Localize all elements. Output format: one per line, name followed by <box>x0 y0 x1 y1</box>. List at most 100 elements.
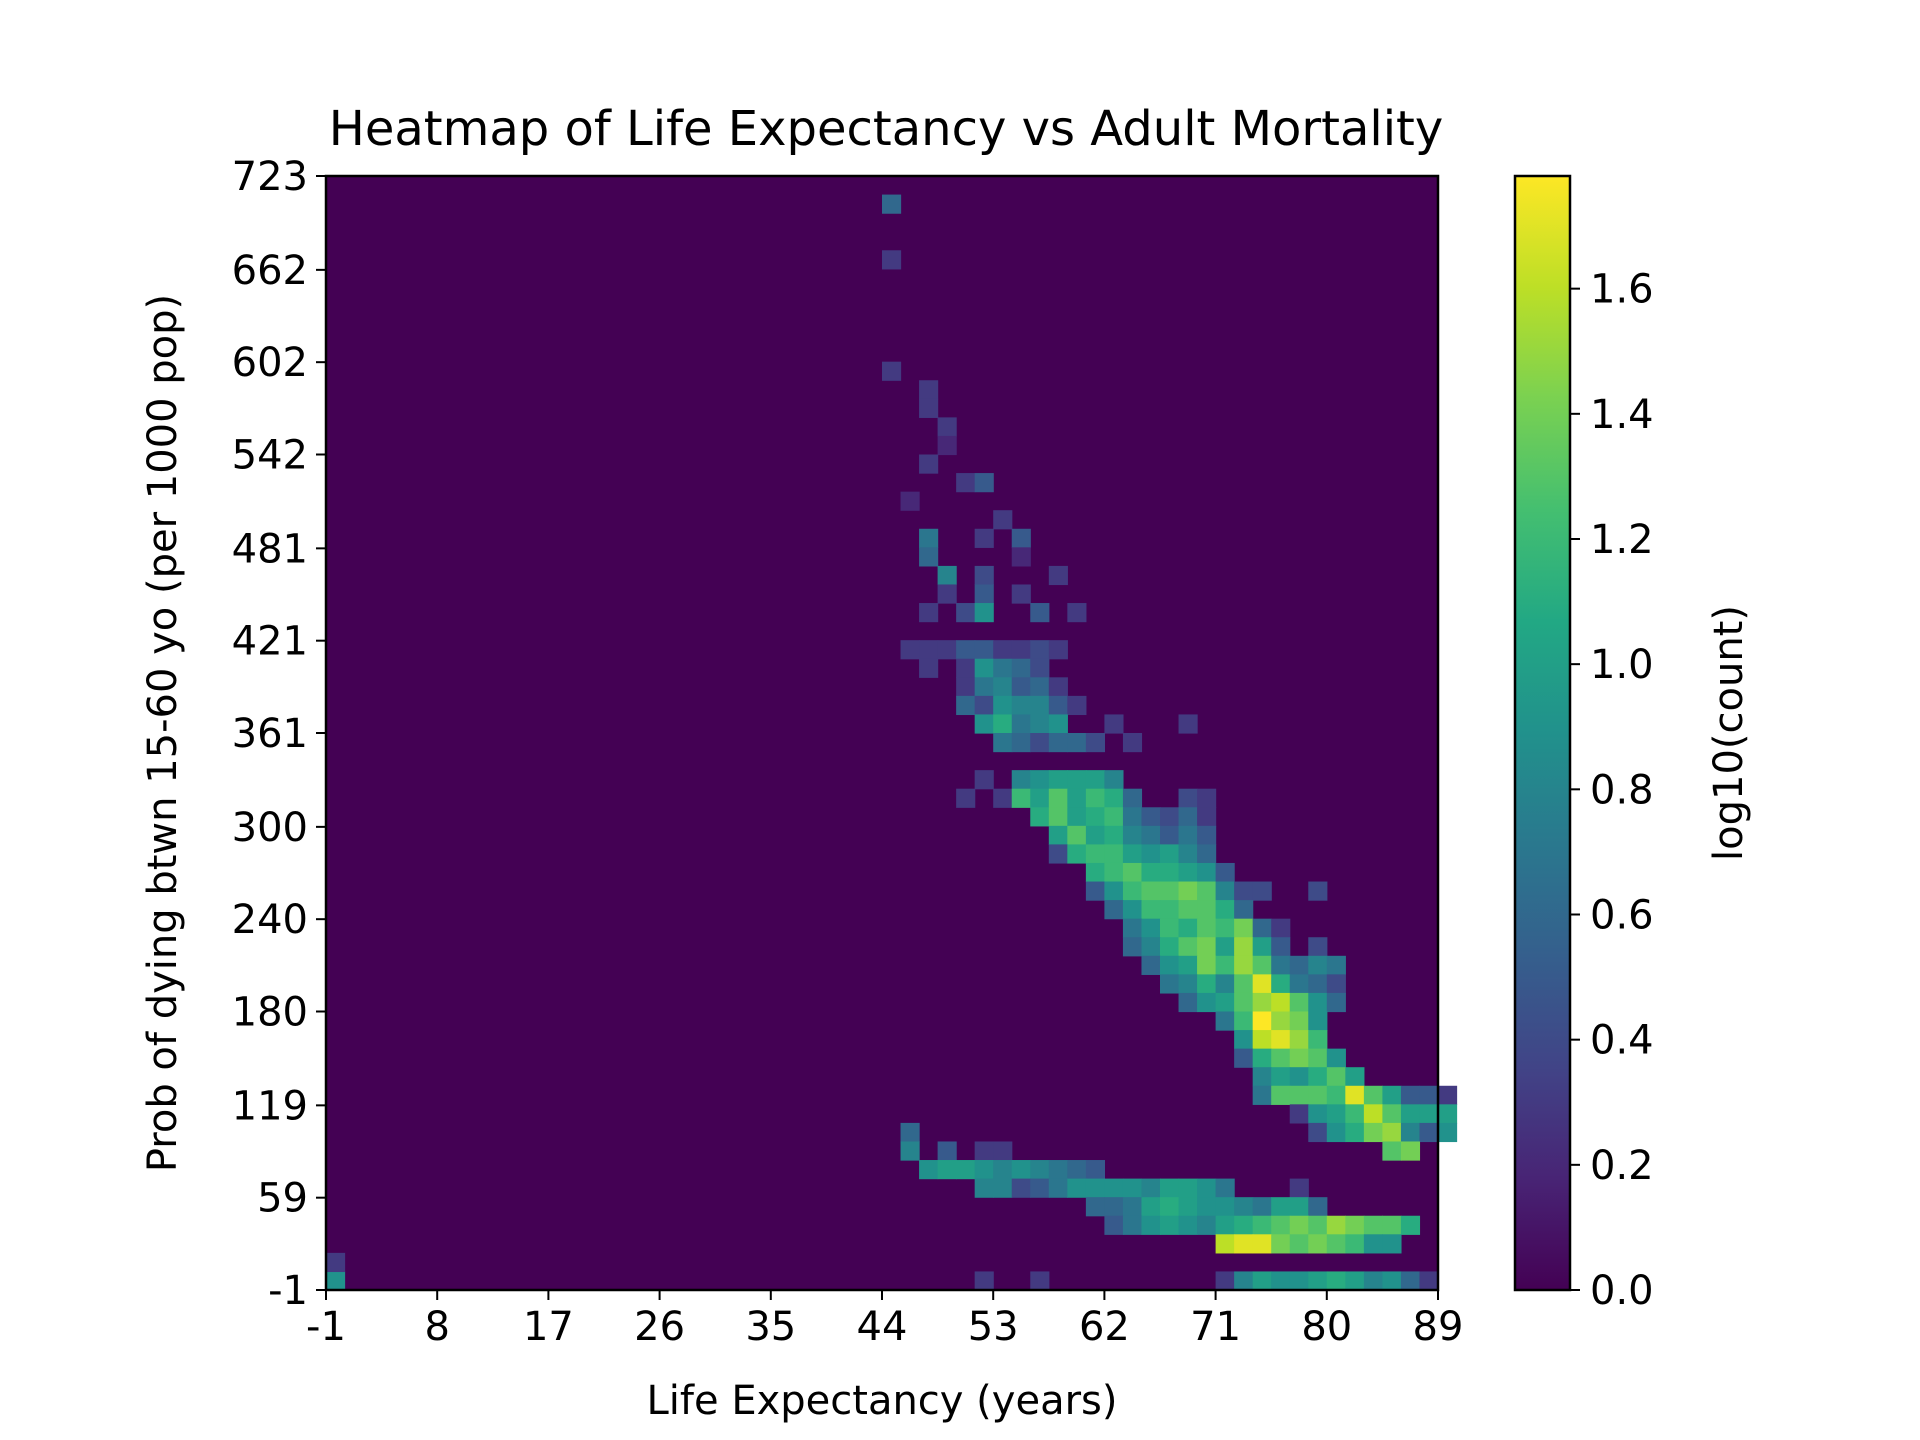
heatmap-cell <box>1122 881 1143 901</box>
colorbar-tick-label: 1.2 <box>1590 517 1654 563</box>
heatmap-cell <box>1252 992 1272 1013</box>
heatmap-cell <box>1215 900 1235 920</box>
y-tick-label: 240 <box>232 897 308 943</box>
heatmap-cell <box>1085 1197 1105 1217</box>
heatmap-cell <box>1030 1271 1050 1291</box>
heatmap-cell <box>1308 955 1328 975</box>
heatmap-cell <box>1141 844 1161 864</box>
heatmap-cell <box>1104 1215 1124 1235</box>
y-tick-label: 59 <box>257 1176 308 1222</box>
heatmap-cell <box>937 435 957 456</box>
heatmap-cell <box>1345 1122 1365 1143</box>
heatmap-cell <box>974 528 994 548</box>
colorbar-tick-label: 0.8 <box>1590 767 1654 813</box>
heatmap-cell <box>1289 1197 1309 1217</box>
heatmap-cell <box>1197 918 1217 938</box>
heatmap-cell <box>1345 1271 1365 1291</box>
heatmap-cell <box>1197 937 1217 957</box>
heatmap-cell <box>1326 1122 1346 1143</box>
heatmap-cell <box>1104 825 1124 845</box>
heatmap-cell <box>1122 862 1143 883</box>
heatmap-cell <box>1141 955 1161 975</box>
heatmap-cell <box>1289 1271 1309 1291</box>
heatmap-cell <box>1067 1160 1087 1180</box>
heatmap-cell <box>1234 937 1254 957</box>
y-tick-label: 180 <box>232 990 308 1036</box>
heatmap-cell <box>1011 770 1031 790</box>
heatmap-cell <box>1382 1085 1402 1105</box>
heatmap-cell <box>1048 844 1068 864</box>
heatmap-cell <box>1289 1234 1309 1254</box>
heatmap-cell <box>1085 733 1105 753</box>
heatmap-cell <box>1011 695 1031 716</box>
heatmap-cell <box>1326 992 1346 1013</box>
heatmap-cell <box>956 603 976 623</box>
heatmap-cell <box>1030 788 1050 808</box>
y-tick-label: 119 <box>232 1083 308 1129</box>
heatmap-cells <box>326 194 1458 1291</box>
heatmap-cell <box>1215 1271 1235 1291</box>
x-tick-label: 35 <box>745 1304 796 1350</box>
heatmap-cell <box>1215 1011 1235 1031</box>
heatmap-cell <box>1252 955 1272 975</box>
heatmap-cell <box>1234 1048 1254 1068</box>
heatmap-cell <box>1252 1011 1272 1031</box>
heatmap-cell <box>1067 844 1087 864</box>
colorbar-tick-label: 0.2 <box>1590 1143 1654 1189</box>
heatmap-cell <box>1289 1104 1309 1124</box>
heatmap-cell <box>1048 770 1068 790</box>
heatmap-cell <box>1289 992 1309 1013</box>
heatmap-cell <box>993 714 1013 734</box>
heatmap-cell <box>919 603 939 623</box>
heatmap-cell <box>900 1141 920 1161</box>
heatmap-cell <box>974 473 994 493</box>
heatmap-cell <box>1067 770 1087 790</box>
heatmap-cell <box>956 695 976 716</box>
heatmap-cell <box>1197 992 1217 1013</box>
heatmap-cell <box>1178 862 1198 883</box>
heatmap-cell <box>1085 862 1105 883</box>
heatmap-cell <box>1197 807 1217 827</box>
heatmap-cell <box>937 640 957 660</box>
heatmap-cell <box>974 770 994 790</box>
heatmap-cell <box>1197 955 1217 975</box>
x-tick-label: -1 <box>306 1304 346 1350</box>
heatmap-cell <box>1252 1030 1272 1050</box>
plot-background <box>326 176 1438 1290</box>
colorbar-tick-label: 1.6 <box>1590 267 1654 313</box>
y-tick-label: 421 <box>232 619 308 665</box>
heatmap-cell <box>1178 900 1198 920</box>
heatmap-cell <box>974 1141 994 1161</box>
heatmap-cell <box>993 695 1013 716</box>
heatmap-cell <box>1011 547 1031 567</box>
heatmap-cell <box>1215 937 1235 957</box>
heatmap-cell <box>956 640 976 660</box>
colorbar-label: log10(count) <box>1706 605 1752 861</box>
y-tick-label: 723 <box>232 154 308 200</box>
heatmap-cell <box>1326 1048 1346 1068</box>
heatmap-cell <box>1215 862 1235 883</box>
heatmap-cell <box>1234 918 1254 938</box>
heatmap-cell <box>1326 1104 1346 1124</box>
heatmap-cell <box>1011 640 1031 660</box>
heatmap-cell <box>1160 862 1180 883</box>
heatmap-cell <box>1048 1160 1068 1180</box>
heatmap-cell <box>1030 658 1050 678</box>
heatmap-cell <box>1067 695 1087 716</box>
heatmap-cell <box>326 1271 346 1291</box>
heatmap-cell <box>1141 937 1161 957</box>
heatmap-cell <box>882 250 902 270</box>
y-tick-label: -1 <box>268 1268 308 1314</box>
heatmap-cell <box>882 194 902 214</box>
heatmap-cell <box>1308 1104 1328 1124</box>
heatmap-cell <box>1048 640 1068 660</box>
heatmap-cell <box>1382 1141 1402 1161</box>
heatmap-cell <box>1234 1197 1254 1217</box>
y-tick-label: 361 <box>232 711 308 757</box>
x-tick-label: 53 <box>968 1304 1019 1350</box>
heatmap-cell <box>919 380 939 400</box>
heatmap-cell <box>1252 1085 1272 1105</box>
heatmap-cell <box>1160 937 1180 957</box>
heatmap-cell <box>1011 788 1031 808</box>
heatmap-cell <box>919 640 939 660</box>
